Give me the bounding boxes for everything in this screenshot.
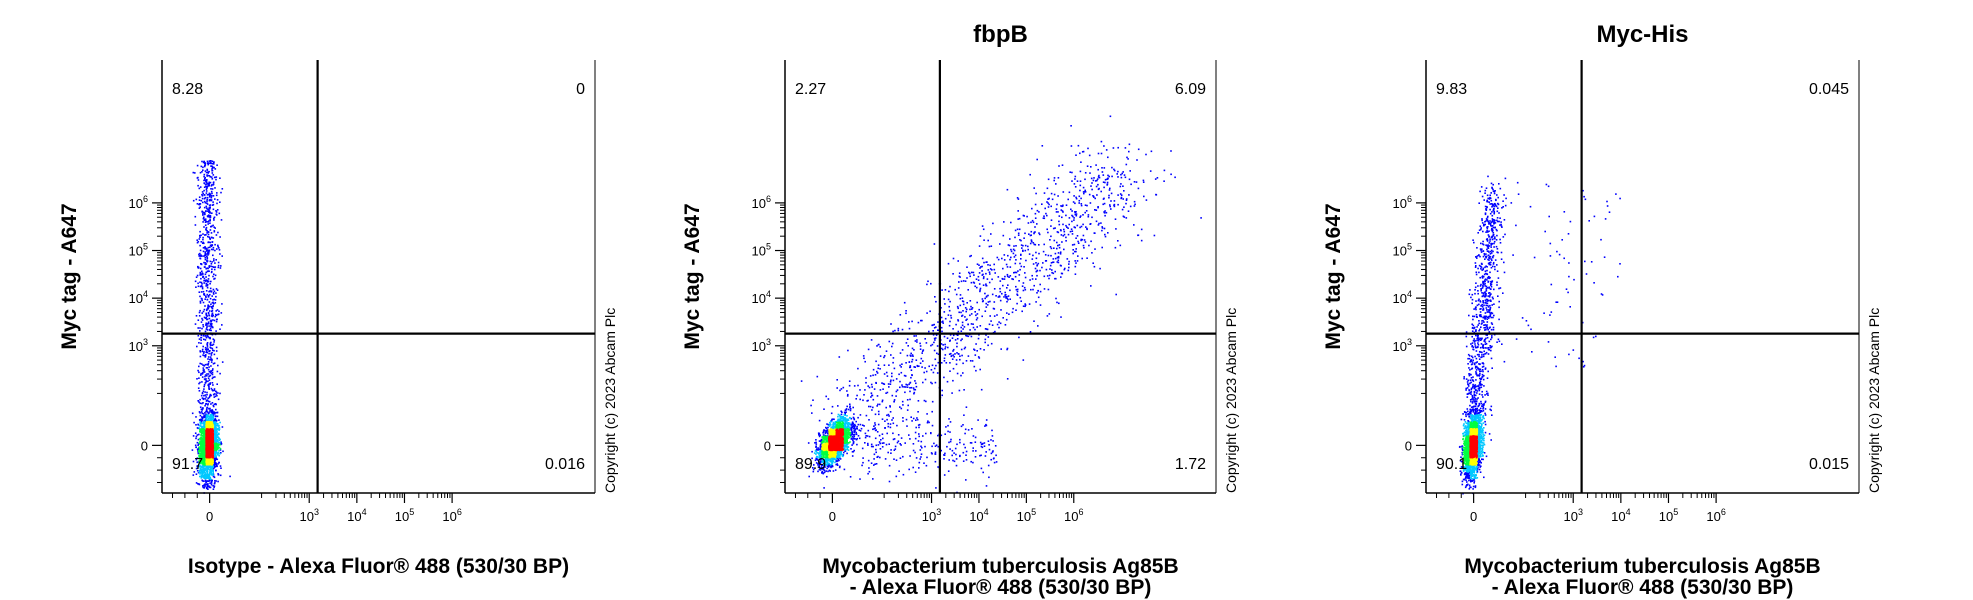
y-tick-label: 104	[752, 289, 771, 306]
panel-title: Myc-His	[1596, 21, 1688, 48]
quadrant-value-lower-left: 90.1	[1436, 456, 1467, 473]
quadrant-value-upper-left: 2.27	[795, 81, 826, 98]
event-dots	[191, 160, 231, 494]
y-tick-label: 105	[129, 242, 148, 259]
y-tick-label: 103	[129, 337, 148, 354]
y-tick-label: 103	[1393, 337, 1412, 354]
x-tick-label: 0	[206, 509, 213, 524]
x-tick-label: 103	[1563, 507, 1582, 524]
quadrant-value-lower-right: 0.016	[545, 456, 585, 473]
quadrant-value-upper-right: 0.045	[1809, 81, 1849, 98]
quadrant-value-lower-right: 1.72	[1175, 456, 1206, 473]
x-tick-label: 105	[395, 507, 414, 524]
x-axis-title-line: - Alexa Fluor® 488 (530/30 BP)	[850, 576, 1152, 599]
copyright-text: Copyright (c) 2023 Abcam Plc	[1223, 308, 1239, 493]
panel-title: fbpB	[973, 21, 1028, 48]
x-tick-label: 104	[1611, 507, 1630, 524]
quadrant-value-lower-right: 0.015	[1809, 456, 1849, 473]
x-tick-label: 106	[442, 507, 461, 524]
y-tick-label: 104	[129, 289, 148, 306]
x-tick-label: 103	[922, 507, 941, 524]
x-tick-label: 106	[1064, 507, 1083, 524]
y-tick-label: 0	[1405, 438, 1412, 453]
quadrant-value-upper-left: 9.83	[1436, 81, 1467, 98]
y-tick-label: 106	[129, 194, 148, 211]
y-tick-label: 0	[764, 438, 771, 453]
quadrant-value-lower-left: 91.7	[172, 456, 203, 473]
quadrant-value-upper-right: 0	[576, 81, 585, 98]
x-axis-title-line: - Alexa Fluor® 488 (530/30 BP)	[1492, 576, 1794, 599]
x-axis-title-line: Mycobacterium tuberculosis Ag85B	[1464, 555, 1820, 578]
x-tick-label: 0	[1470, 509, 1477, 524]
y-axis-title: Myc tag - A647	[58, 203, 81, 349]
x-tick-label: 105	[1017, 507, 1036, 524]
copyright-text: Copyright (c) 2023 Abcam Plc	[1866, 308, 1882, 493]
flow-plot-3: Myc-His 0 103 104 105 106 0 103 104 105 106 9.83 0.0…	[1322, 21, 1882, 599]
y-tick-label: 104	[1393, 289, 1412, 306]
copyright-text: Copyright (c) 2023 Abcam Plc	[602, 308, 618, 493]
y-tick-label: 105	[752, 242, 771, 259]
y-tick-label: 105	[1393, 242, 1412, 259]
x-axis-title-line: Isotype - Alexa Fluor® 488 (530/30 BP)	[188, 555, 569, 578]
y-axis-title: Myc tag - A647	[681, 203, 704, 349]
quadrant-value-upper-right: 6.09	[1175, 81, 1206, 98]
event-dots	[1458, 175, 1621, 495]
x-tick-label: 106	[1706, 507, 1725, 524]
y-axis-title: Myc tag - A647	[1322, 203, 1345, 349]
y-tick-label: 106	[1393, 194, 1412, 211]
quadrant-value-lower-left: 89.9	[795, 456, 826, 473]
x-tick-label: 104	[969, 507, 988, 524]
x-tick-label: 105	[1659, 507, 1678, 524]
x-tick-label: 0	[829, 509, 836, 524]
y-tick-label: 0	[141, 438, 148, 453]
x-tick-label: 103	[299, 507, 318, 524]
x-tick-label: 104	[347, 507, 366, 524]
flow-plot-2: fbpB 0 103 104 105 106 0 103 104 105 106 2.27 6.09 89…	[681, 21, 1239, 599]
x-axis-title-line: Mycobacterium tuberculosis Ag85B	[822, 555, 1178, 578]
flow-plot-1: 0 103 104 105 106 0 103 104 105 106 8.28 0 91.7 0.016…	[58, 60, 618, 578]
y-tick-label: 106	[752, 194, 771, 211]
quadrant-value-upper-left: 8.28	[172, 81, 203, 98]
event-dots	[800, 115, 1202, 494]
y-tick-label: 103	[752, 337, 771, 354]
